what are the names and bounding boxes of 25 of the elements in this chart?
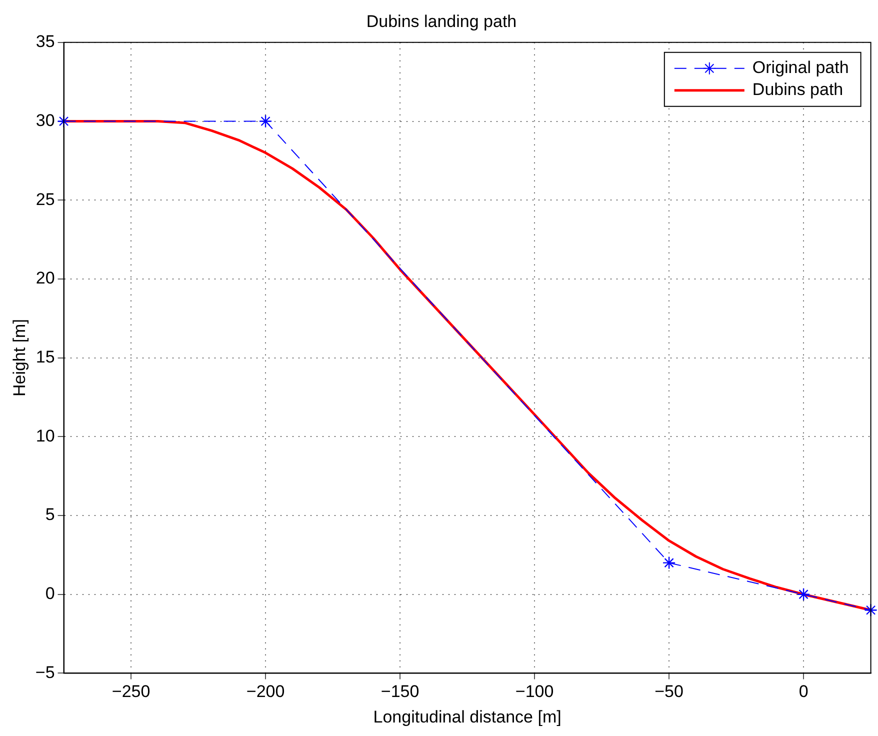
y-tick-label: 30 (36, 110, 55, 130)
y-tick-label: 0 (45, 584, 55, 604)
point (864, 604, 878, 617)
x-tick-label: −100 (515, 682, 554, 702)
x-tick-label: −200 (246, 682, 285, 702)
legend-label: Original path (752, 58, 849, 78)
x-tick-label: −250 (112, 682, 150, 702)
legend-label: Dubins path (752, 80, 844, 100)
y-tick-label: 25 (36, 190, 55, 209)
y-tick-label: 35 (36, 32, 55, 52)
point (796, 588, 810, 601)
point (258, 114, 272, 128)
y-tick-label: 15 (36, 347, 55, 366)
chart-title: Dubins landing path (366, 12, 517, 31)
y-tick-label: −5 (35, 662, 55, 682)
point (57, 114, 70, 128)
y-tick-label: 10 (36, 426, 55, 446)
point (662, 556, 676, 570)
x-tick-label: 0 (798, 682, 808, 702)
x-tick-label: −50 (654, 682, 684, 702)
x-tick-label: −150 (380, 682, 420, 702)
y-axis-title: Height [m] (10, 319, 29, 397)
y-tick-label: 5 (45, 505, 55, 524)
y-tick-label: 20 (36, 268, 55, 288)
x-axis-title: Longitudinal distance [m] (373, 707, 562, 726)
